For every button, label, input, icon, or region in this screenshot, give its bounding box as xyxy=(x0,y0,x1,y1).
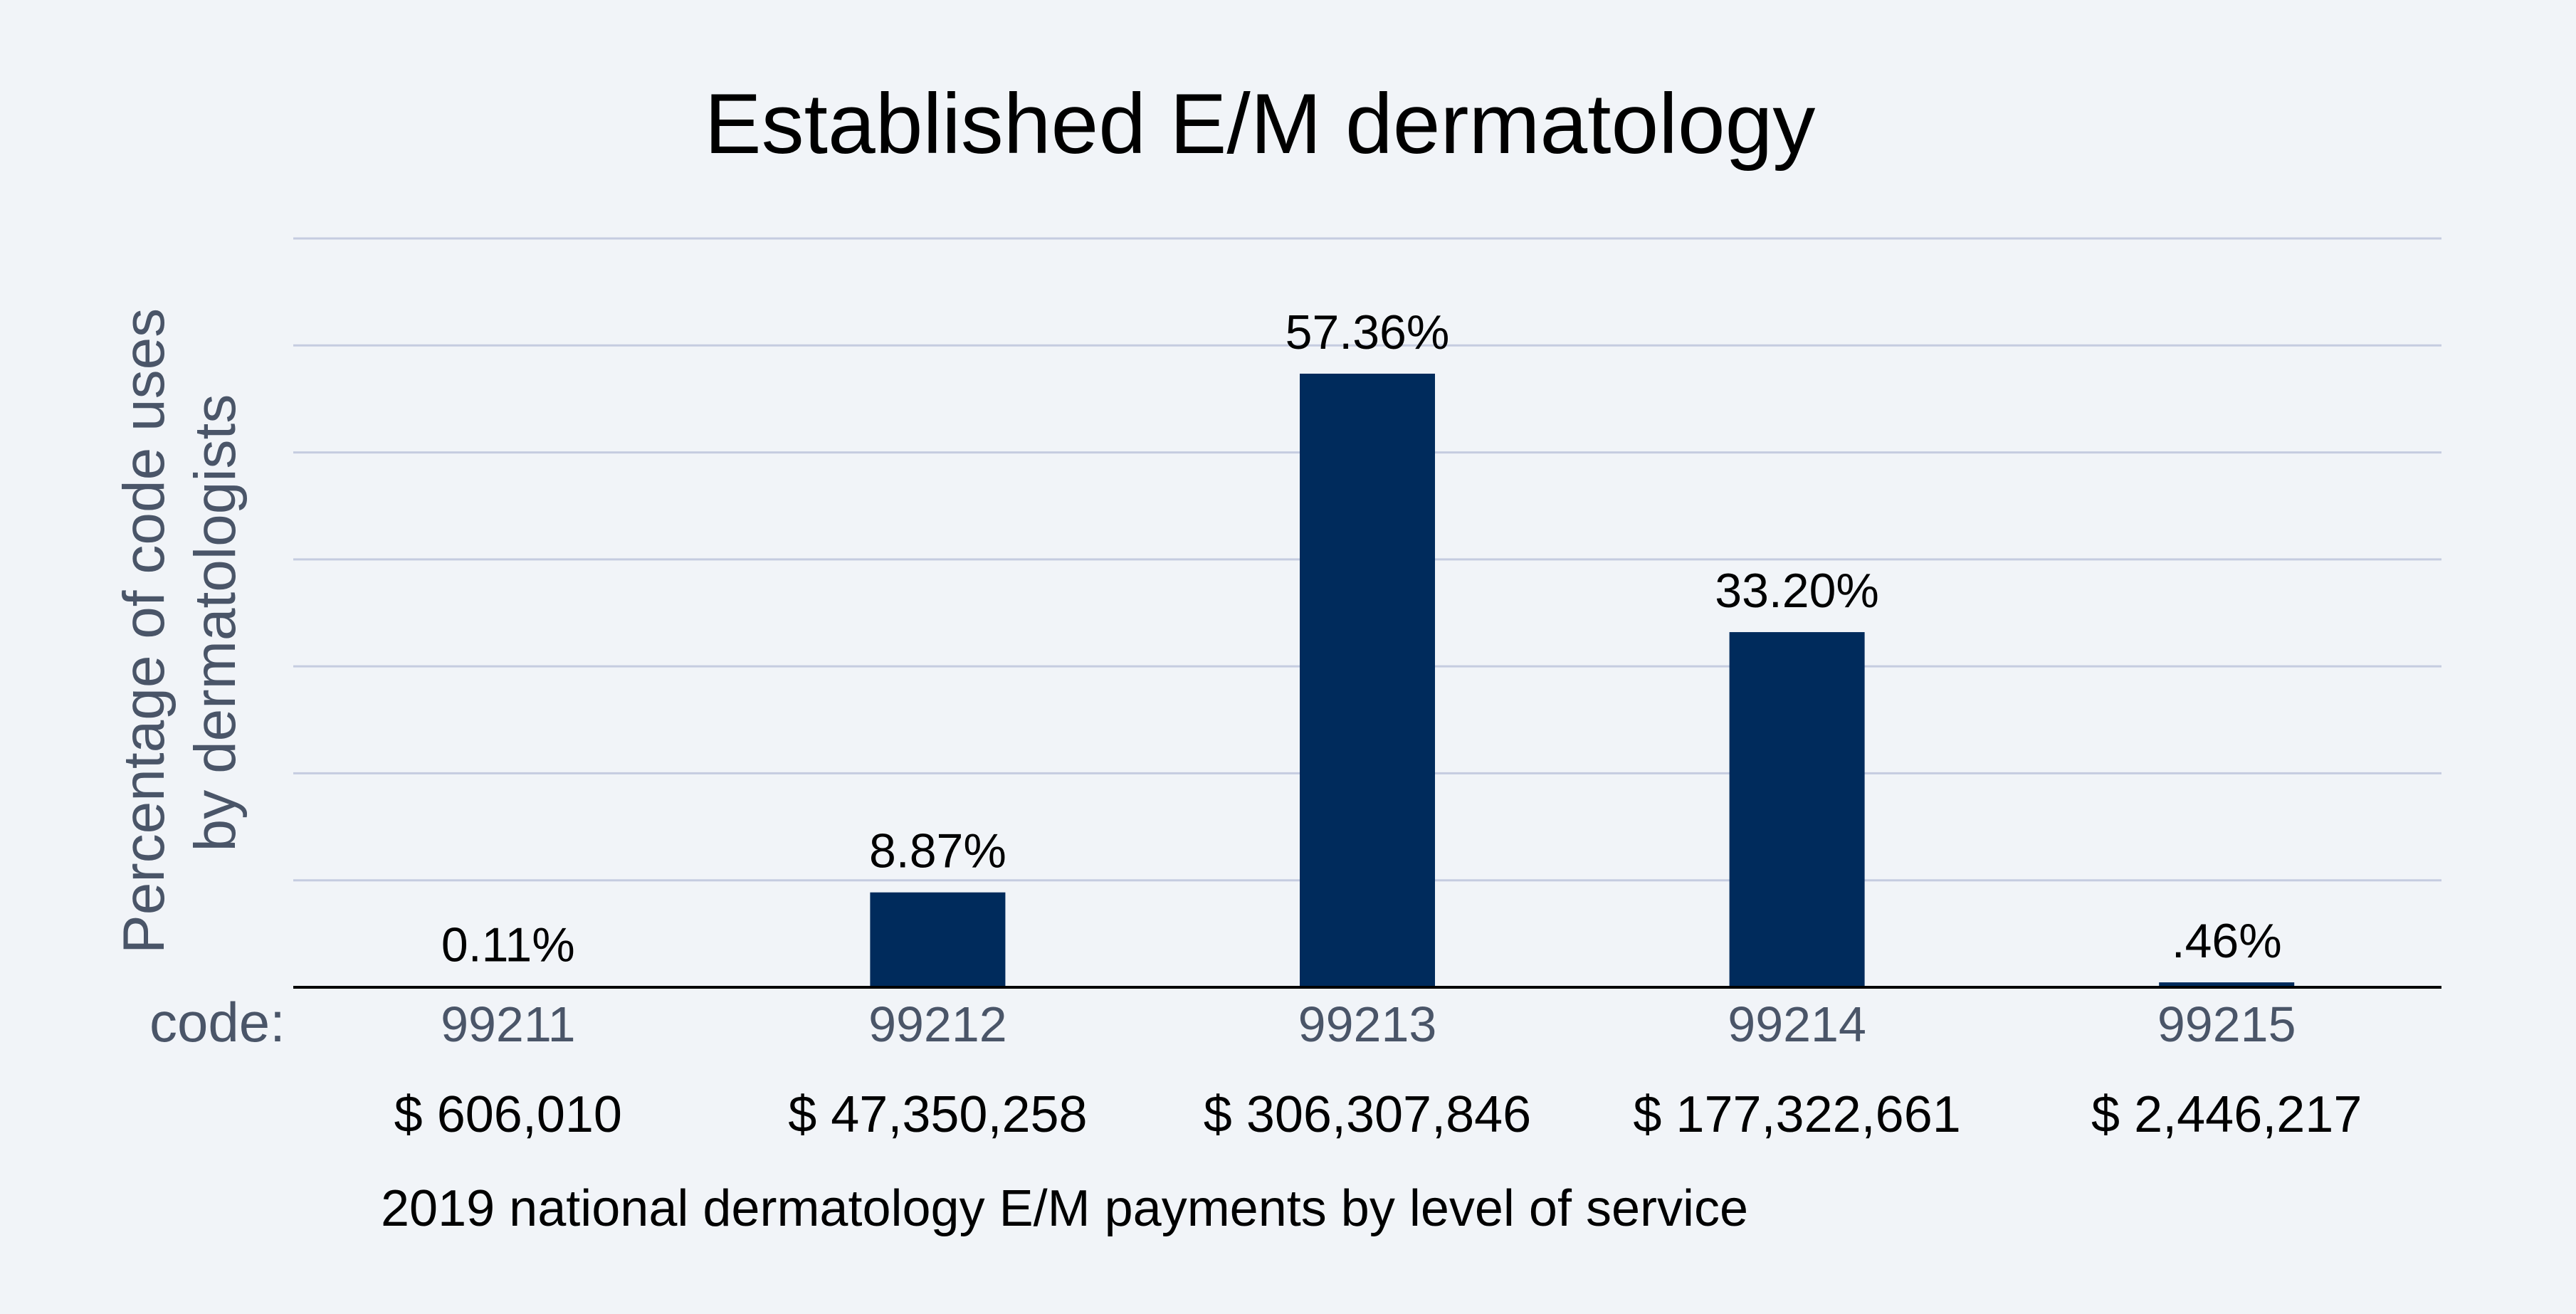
x-tick-label-99212: 99212 xyxy=(868,997,1007,1052)
y-axis-label-line-1: Percentage of code uses xyxy=(112,308,177,954)
payment-label-99212: $ 47,350,258 xyxy=(788,1086,1087,1143)
bar-99213 xyxy=(1300,373,1435,987)
x-tick-label-99211: 99211 xyxy=(441,997,575,1052)
bar-99214 xyxy=(1729,632,1865,987)
data-label-99214: 33.20% xyxy=(1715,564,1879,618)
code-prefix-label: code: xyxy=(149,991,285,1053)
x-tick-label-99214: 99214 xyxy=(1728,997,1866,1052)
payment-label-99213: $ 306,307,846 xyxy=(1204,1086,1531,1143)
data-label-99213: 57.36% xyxy=(1286,305,1450,359)
x-tick-labels: 99211 99212 99213 99214 99215 xyxy=(441,997,2296,1052)
bar-99212 xyxy=(870,892,1006,987)
payment-labels: $ 606,010 $ 47,350,258 $ 306,307,846 $ 177,… xyxy=(394,1086,2362,1143)
data-label-99212: 8.87% xyxy=(869,824,1006,878)
bars: 0.11% 8.87% 57.36% 33.20% .46% xyxy=(293,305,2441,989)
x-tick-label-99215: 99215 xyxy=(2157,997,2296,1052)
payment-label-99211: $ 606,010 xyxy=(394,1086,622,1143)
x-tick-label-99213: 99213 xyxy=(1298,997,1437,1052)
bar-99215 xyxy=(2159,982,2295,987)
y-axis-label: Percentage of code uses by dermatologist… xyxy=(112,292,248,954)
chart-title: Established E/M dermatology xyxy=(705,76,1816,172)
payment-label-99215: $ 2,446,217 xyxy=(2091,1086,2362,1143)
data-label-99215: .46% xyxy=(2172,914,2282,968)
payment-label-99214: $ 177,322,661 xyxy=(1633,1086,1960,1143)
data-label-99211: 0.11% xyxy=(441,918,575,972)
y-axis-label-line-2: by dermatologists xyxy=(183,394,248,852)
chart-subtitle: 2019 national dermatology E/M payments b… xyxy=(381,1180,1748,1237)
